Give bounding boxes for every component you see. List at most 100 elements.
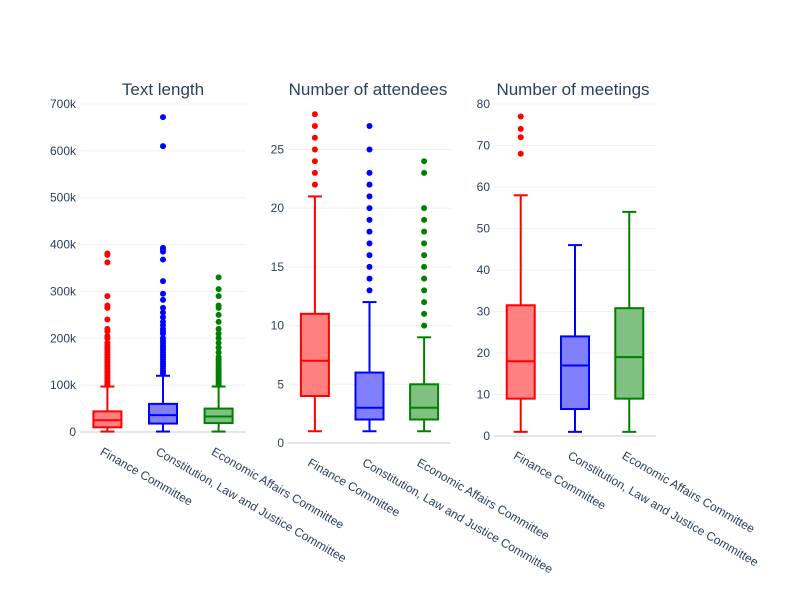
outlier-point xyxy=(421,169,428,176)
y-tick-label: 70 xyxy=(477,139,491,153)
y-tick-label: 80 xyxy=(477,97,491,111)
outlier-point xyxy=(104,302,111,309)
y-tick-label: 5 xyxy=(277,377,284,391)
box-2 xyxy=(148,114,178,433)
box-1 xyxy=(505,113,536,433)
box-3 xyxy=(409,158,440,433)
outlier-point xyxy=(421,158,428,165)
outlier-point xyxy=(215,293,222,300)
subplot-title: Number of meetings xyxy=(496,80,649,99)
outlier-point xyxy=(215,335,222,342)
outlier-point xyxy=(421,322,428,329)
y-tick-label: 30 xyxy=(477,305,491,319)
y-tick-label: 0 xyxy=(277,436,284,450)
y-tick-label: 500k xyxy=(50,191,77,205)
y-tick-label: 10 xyxy=(271,319,285,333)
y-tick-label: 15 xyxy=(271,260,285,274)
y-tick-label: 10 xyxy=(477,388,491,402)
outlier-point xyxy=(366,146,373,153)
outlier-point xyxy=(366,181,373,188)
outlier-point xyxy=(366,263,373,270)
outlier-point xyxy=(311,134,318,141)
outlier-point xyxy=(215,311,222,318)
box-3 xyxy=(203,274,234,433)
outlier-point xyxy=(421,240,428,247)
outlier-point xyxy=(366,193,373,200)
outlier-point xyxy=(160,304,166,311)
y-tick-label: 25 xyxy=(271,142,285,156)
y-tick-label: 0 xyxy=(483,429,490,443)
outlier-point xyxy=(215,325,222,332)
box-1 xyxy=(299,111,330,433)
outlier-point xyxy=(160,314,166,321)
outlier-point xyxy=(160,309,166,316)
outlier-point xyxy=(104,325,111,332)
outlier-point xyxy=(160,318,166,325)
outlier-point xyxy=(160,290,166,297)
outlier-point xyxy=(366,169,373,176)
outlier-point xyxy=(421,263,428,270)
box-3 xyxy=(614,210,645,433)
y-tick-label: 20 xyxy=(477,346,491,360)
x-tick-label: Finance Committee xyxy=(511,448,608,512)
y-tick-label: 20 xyxy=(271,201,285,215)
outlier-point xyxy=(366,205,373,212)
y-tick-label: 200k xyxy=(50,331,77,345)
y-tick-label: 50 xyxy=(477,222,491,236)
outlier-point xyxy=(311,181,318,188)
subplot-title: Text length xyxy=(122,80,204,99)
outlier-point xyxy=(517,113,524,120)
outlier-point xyxy=(366,122,373,129)
outlier-point xyxy=(421,228,428,235)
box-body xyxy=(409,383,440,421)
outlier-point xyxy=(160,244,166,251)
outlier-point xyxy=(311,111,318,118)
y-tick-label: 60 xyxy=(477,180,491,194)
outlier-point xyxy=(366,240,373,247)
outlier-point xyxy=(215,274,222,281)
y-tick-label: 0 xyxy=(69,425,76,439)
outlier-point xyxy=(311,169,318,176)
box-body xyxy=(148,402,178,425)
box-body xyxy=(560,335,590,411)
outlier-point xyxy=(160,256,166,263)
outlier-point xyxy=(421,310,428,317)
box-2 xyxy=(354,122,385,433)
y-tick-label: 400k xyxy=(50,238,77,252)
outlier-point xyxy=(160,278,166,285)
y-tick-label: 100k xyxy=(50,378,77,392)
outlier-point xyxy=(215,339,222,346)
outlier-point xyxy=(421,252,428,259)
x-tick-label: Finance Committee xyxy=(98,444,195,508)
box-body xyxy=(299,312,330,398)
box-1 xyxy=(92,250,123,433)
box-body xyxy=(614,307,645,400)
outlier-point xyxy=(366,287,373,294)
outlier-point xyxy=(366,252,373,259)
outlier-point xyxy=(215,349,222,356)
outlier-point xyxy=(215,286,222,293)
outlier-point xyxy=(160,143,166,150)
outlier-point xyxy=(421,287,428,294)
outlier-point xyxy=(366,275,373,282)
subplot-title: Number of attendees xyxy=(289,80,448,99)
outlier-point xyxy=(421,205,428,212)
outlier-point xyxy=(366,228,373,235)
subplot-3: 0 10 20 30 40 50 60 70 80 Number of meetings Finan… xyxy=(477,80,761,569)
outlier-point xyxy=(160,335,166,342)
outlier-point xyxy=(215,318,222,325)
outlier-point xyxy=(421,216,428,223)
outlier-point xyxy=(311,122,318,129)
outlier-point xyxy=(160,114,166,121)
outlier-point xyxy=(104,293,111,300)
outlier-point xyxy=(104,250,111,257)
outlier-point xyxy=(215,344,222,351)
box-2 xyxy=(560,244,590,433)
outlier-point xyxy=(311,158,318,165)
outlier-point xyxy=(421,275,428,282)
outlier-point xyxy=(421,299,428,306)
outlier-point xyxy=(104,316,111,323)
outlier-point xyxy=(215,354,222,361)
